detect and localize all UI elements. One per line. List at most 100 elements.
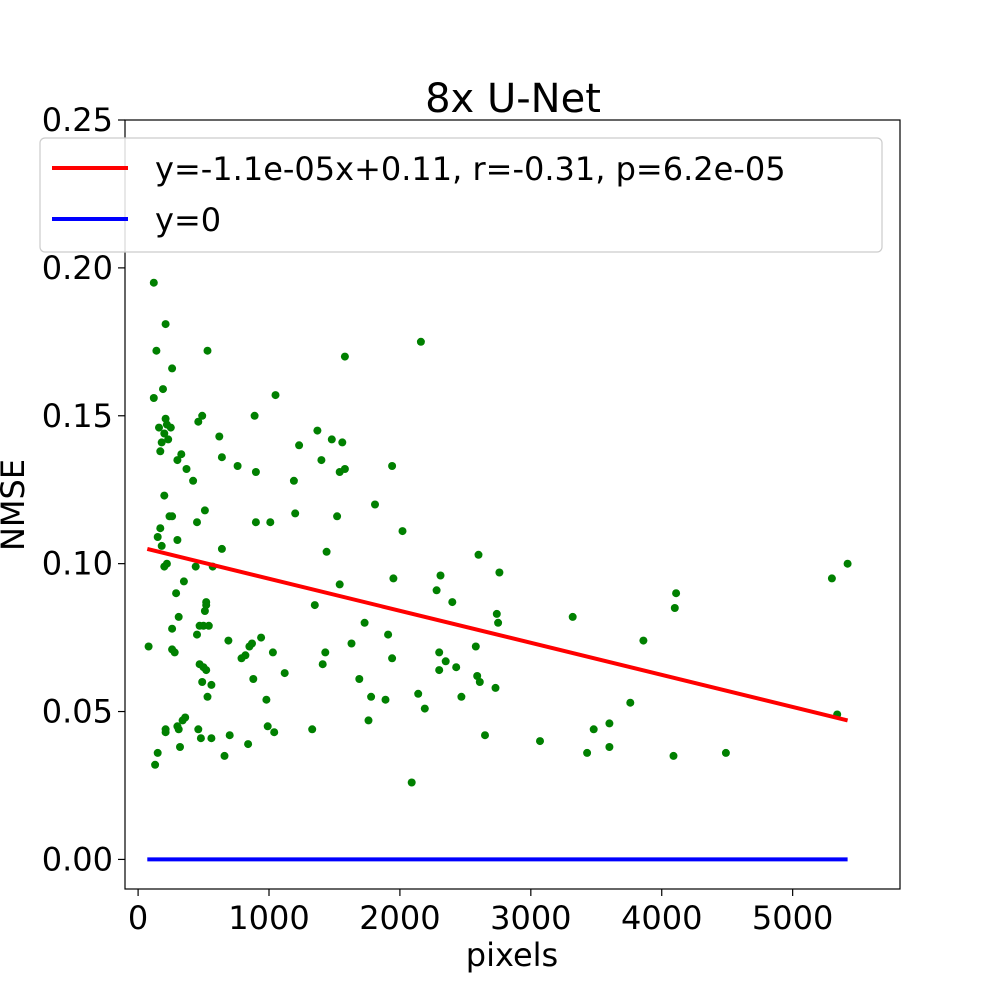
data-point bbox=[407, 778, 416, 787]
data-point bbox=[179, 577, 188, 586]
data-point bbox=[295, 441, 304, 450]
data-point bbox=[172, 589, 181, 598]
data-point bbox=[173, 536, 182, 544]
data-point bbox=[495, 568, 504, 577]
y-tick-label: 0.00 bbox=[42, 840, 113, 878]
data-point bbox=[388, 462, 397, 470]
data-point bbox=[248, 639, 256, 648]
data-point bbox=[250, 411, 259, 420]
data-point bbox=[203, 346, 212, 355]
legend-label-fit-line: y=-1.1e-05x+0.11, r=-0.31, p=6.2e-05 bbox=[155, 150, 786, 188]
data-point bbox=[220, 751, 229, 760]
data-point bbox=[215, 432, 224, 441]
data-point bbox=[670, 604, 679, 612]
data-point bbox=[436, 571, 445, 580]
data-point bbox=[251, 468, 260, 476]
data-point bbox=[168, 364, 177, 373]
data-point bbox=[251, 518, 260, 527]
y-axis: 0.00 0.05 0.10 0.15 0.20 0.25 bbox=[42, 101, 125, 878]
data-point bbox=[435, 666, 444, 675]
data-point bbox=[583, 748, 592, 757]
data-point bbox=[448, 598, 457, 607]
data-point bbox=[160, 491, 169, 500]
data-point bbox=[160, 429, 169, 438]
data-point bbox=[151, 760, 160, 769]
data-point bbox=[262, 695, 271, 704]
data-point bbox=[224, 636, 233, 645]
y-tick-label: 0.25 bbox=[42, 101, 113, 139]
plot-frame bbox=[124, 119, 901, 890]
data-point bbox=[191, 562, 200, 571]
data-point bbox=[144, 642, 153, 651]
data-point bbox=[626, 698, 635, 707]
data-point bbox=[435, 648, 444, 657]
data-point bbox=[475, 678, 484, 686]
data-point bbox=[204, 621, 213, 630]
data-point bbox=[271, 391, 280, 400]
data-point bbox=[494, 618, 503, 627]
y-tick-label: 0.20 bbox=[42, 249, 113, 287]
data-point bbox=[149, 278, 158, 287]
data-point bbox=[203, 692, 212, 701]
data-point bbox=[155, 423, 163, 432]
x-tick-label: 1000 bbox=[228, 899, 309, 937]
data-point bbox=[174, 612, 183, 621]
data-point bbox=[268, 648, 277, 657]
data-point bbox=[194, 725, 203, 734]
data-point bbox=[441, 657, 450, 666]
data-point bbox=[310, 601, 319, 610]
plot-area bbox=[124, 119, 901, 890]
data-point bbox=[389, 574, 398, 583]
chart-title: 8x U-Net bbox=[425, 76, 601, 122]
data-point bbox=[355, 675, 364, 683]
data-point bbox=[473, 672, 482, 680]
x-axis: 0 1000 2000 3000 4000 5000 bbox=[128, 889, 833, 937]
data-point bbox=[196, 734, 205, 743]
data-point bbox=[182, 465, 191, 473]
data-point bbox=[217, 453, 226, 462]
data-point bbox=[162, 559, 171, 568]
data-point bbox=[189, 476, 198, 485]
x-tick-label: 3000 bbox=[490, 899, 571, 937]
data-point bbox=[318, 660, 327, 669]
data-point bbox=[200, 506, 209, 515]
y-tick-label: 0.10 bbox=[42, 545, 113, 583]
data-point bbox=[207, 734, 216, 743]
data-point bbox=[194, 417, 203, 426]
data-point bbox=[249, 675, 258, 683]
data-point bbox=[157, 438, 166, 447]
data-point bbox=[340, 465, 349, 473]
data-point bbox=[474, 550, 483, 559]
data-point bbox=[159, 385, 167, 394]
data-point bbox=[207, 680, 216, 689]
data-point bbox=[149, 394, 158, 402]
data-point bbox=[457, 692, 466, 701]
data-point bbox=[371, 500, 379, 509]
data-point bbox=[161, 320, 170, 329]
data-point bbox=[202, 666, 211, 675]
data-point bbox=[639, 636, 648, 645]
data-point bbox=[313, 426, 322, 435]
data-point bbox=[166, 423, 175, 432]
data-point bbox=[364, 716, 373, 725]
data-point bbox=[317, 456, 326, 465]
data-point bbox=[153, 533, 162, 541]
data-point bbox=[333, 512, 342, 521]
y-axis-title: NMSE bbox=[0, 459, 32, 551]
data-point bbox=[672, 589, 681, 598]
data-point bbox=[164, 435, 173, 444]
data-point bbox=[414, 689, 423, 698]
data-point bbox=[432, 586, 441, 595]
data-point bbox=[217, 544, 226, 553]
data-point bbox=[257, 633, 266, 642]
data-point bbox=[157, 541, 166, 550]
data-point bbox=[198, 411, 207, 420]
data-point bbox=[233, 462, 242, 470]
data-point bbox=[181, 713, 190, 722]
data-point bbox=[420, 704, 429, 713]
data-point bbox=[266, 518, 275, 527]
fit-line bbox=[146, 546, 849, 723]
data-point bbox=[568, 612, 577, 621]
data-point bbox=[225, 731, 234, 740]
data-point bbox=[308, 725, 317, 734]
